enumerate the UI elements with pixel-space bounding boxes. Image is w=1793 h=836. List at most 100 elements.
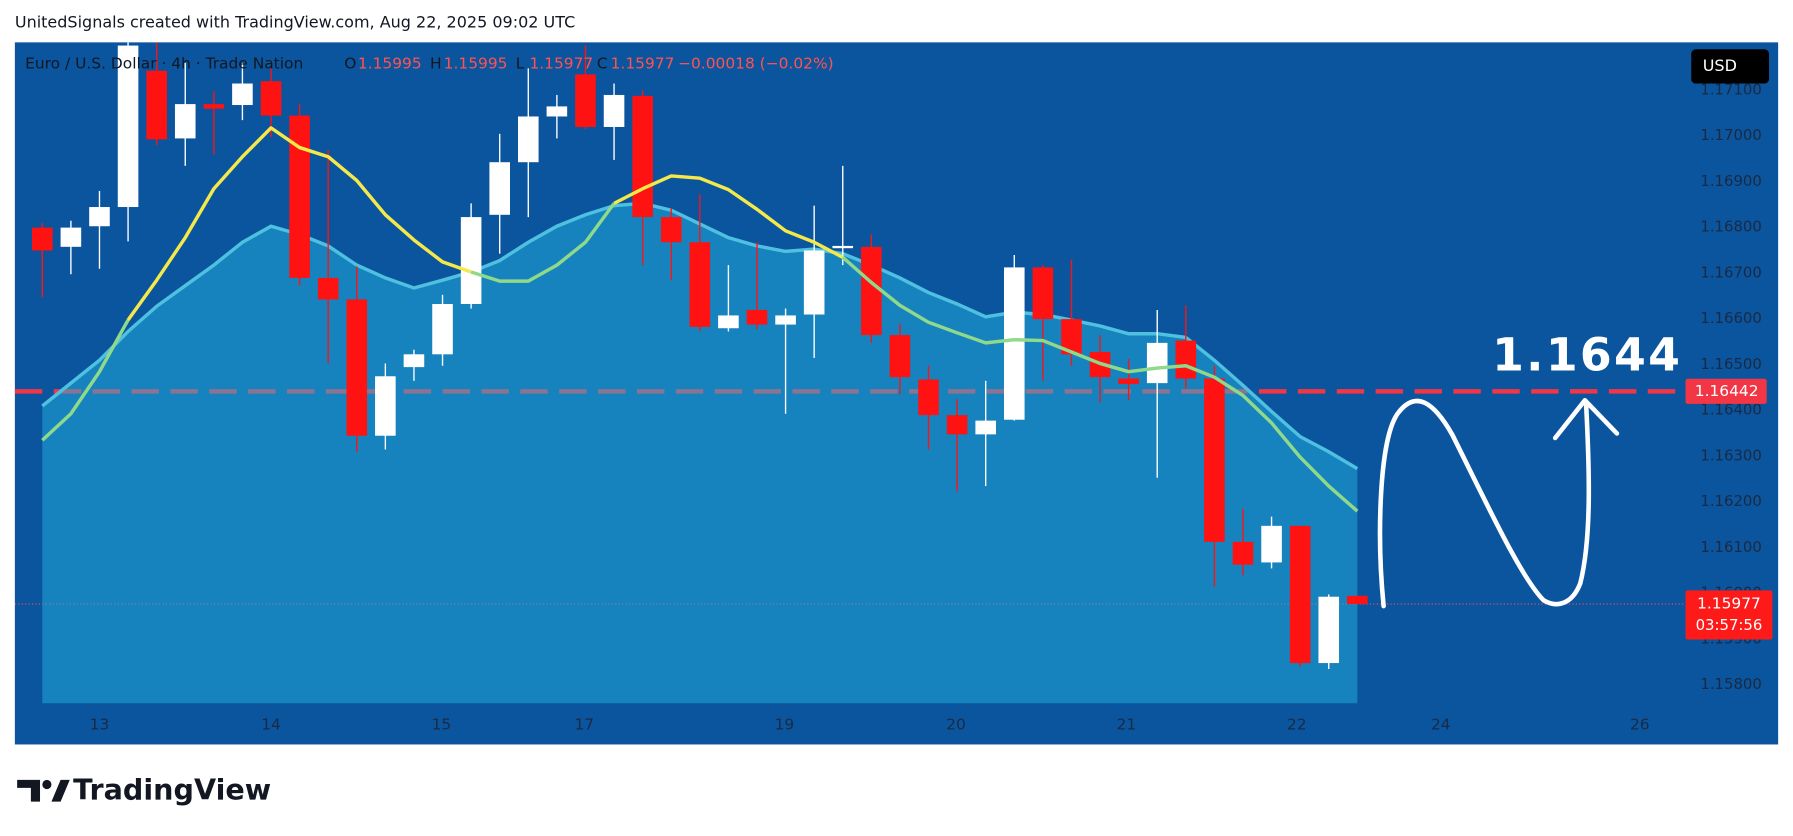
candle-body [575,74,596,127]
x-tick-label: 20 [946,716,966,734]
y-tick-label: 1.16500 [1700,355,1761,373]
projection-path [1377,398,1592,609]
ohlc-key: H [430,55,442,73]
candle-body [689,242,711,327]
candle-body [375,376,396,436]
x-tick-label: 21 [1117,716,1137,734]
candle-body [632,95,653,218]
candle-body [403,354,425,368]
level-badge-label: 1.16442 [1695,382,1759,400]
moving-average [841,256,1359,513]
candle-body [975,420,996,435]
ohlc-key: O [344,55,356,73]
x-tick-label: 19 [775,716,795,734]
candle-body [346,299,368,436]
candle-body [1204,378,1225,542]
y-tick-label: 1.16100 [1700,538,1761,556]
candle-body [203,104,225,109]
candle-body [1318,596,1340,664]
projection-arrow [1552,397,1620,441]
candle-body [1289,525,1311,664]
candle-body [146,70,167,140]
candle-body [775,315,796,325]
ohlc-value: 1.15977 [529,55,593,73]
moving-average [126,126,472,322]
ohlc-key: C [597,55,608,73]
ohlc-value: 1.15995 [358,55,422,73]
y-tick-label: 1.16800 [1700,218,1761,236]
band-area [42,203,1358,704]
moving-average [41,319,130,442]
y-tick-label: 1.16600 [1700,309,1761,327]
candle-body [489,162,510,215]
candle-body [1347,595,1368,605]
candle-body [889,335,911,378]
y-tick-label: 1.16900 [1700,172,1761,190]
candle-body [1118,378,1139,385]
x-tick-label: 15 [432,716,452,734]
candle-body [861,246,882,336]
candle-body [289,115,310,278]
candle-body [60,227,82,247]
candle-body [117,45,139,208]
candle-body [546,106,568,117]
candle-body [1175,340,1197,379]
moving-average [470,202,616,283]
candle-body [89,207,110,227]
brand-logo [17,779,70,802]
candle-body [518,116,539,163]
candle-body [260,81,282,116]
ohlc-value: 1.15995 [444,55,508,73]
countdown-label: 03:57:56 [1696,616,1763,634]
candle-body [232,83,253,106]
candle-body [1261,525,1282,563]
ohlc-key: L [516,55,525,73]
logo-shape [17,779,41,802]
candle-body [317,277,339,300]
candle-body [1061,319,1082,355]
y-tick-label: 1.16700 [1700,263,1761,281]
candle-body [746,309,768,325]
brand-name: TradingView [73,772,271,806]
candle-body [660,217,682,243]
candle-body [718,315,739,329]
candle-body [432,303,453,355]
candle-body [174,104,196,139]
change-value: −0.00018 (−0.02%) [678,55,834,73]
y-tick-label: 1.15800 [1700,675,1761,693]
ohlc-value: 1.15977 [611,55,675,73]
attribution: UnitedSignals created with TradingView.c… [15,12,575,31]
x-tick-label: 22 [1287,716,1307,734]
x-tick-label: 17 [575,716,595,734]
candle-body [1032,267,1054,320]
symbol-title: Euro / U.S. Dollar · 4h · Trade Nation [25,55,303,73]
candle-body [32,227,53,251]
y-tick-label: 1.16400 [1700,401,1761,419]
candle-body [460,217,482,304]
currency-button[interactable] [1691,49,1769,84]
candle-body [832,245,854,249]
candle-body [803,250,825,315]
candle-body [603,94,625,127]
x-tick-label: 14 [261,716,281,734]
y-tick-label: 1.17100 [1700,80,1761,98]
candle-body [918,379,939,416]
candle-body [946,415,968,435]
level-badge [1685,378,1767,404]
candle-body [1232,541,1254,565]
currency-label: USD [1703,56,1737,75]
y-tick-label: 1.17000 [1700,126,1761,144]
logo-shape [51,779,70,802]
target-annotation: 1.1644 [1492,328,1682,381]
x-tick-label: 26 [1630,716,1650,734]
x-tick-label: 13 [90,716,110,734]
price-badge-label: 1.15977 [1697,595,1761,613]
x-tick-label: 24 [1431,716,1451,734]
logo-dot [42,779,52,790]
candle-body [1003,267,1025,420]
price-badge [1685,590,1773,640]
candle-body [1146,342,1168,384]
y-tick-label: 1.16300 [1700,446,1761,464]
